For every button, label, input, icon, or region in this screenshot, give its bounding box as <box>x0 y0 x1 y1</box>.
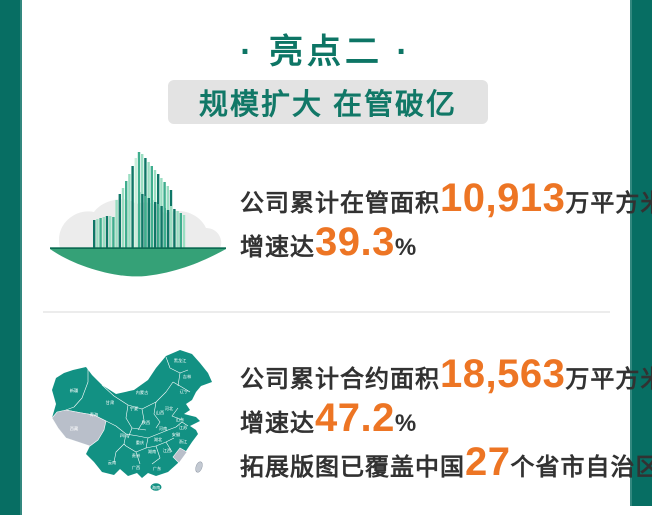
stat-prefix: 增速达 <box>240 234 315 261</box>
stat-line: 增速达 39.3% <box>240 220 652 264</box>
stat-prefix: 公司累计合约面积 <box>240 366 440 393</box>
page-title: · 亮点二 · <box>240 33 412 71</box>
province-label: 山东 <box>176 416 184 423</box>
stat-prefix: 拓展版图已覆盖中国 <box>240 454 465 481</box>
province-label: 吉林 <box>183 373 192 380</box>
province-label: 江西 <box>163 447 171 454</box>
province-label: 黑龙江 <box>174 357 187 364</box>
province-label: 宁夏 <box>130 405 139 411</box>
province-label: 贵州 <box>132 452 140 459</box>
province-label: 河南 <box>159 425 167 431</box>
stat-suffix: % <box>394 410 418 437</box>
province-label: 陕西 <box>142 419 150 426</box>
right-frame-stripe <box>630 0 652 506</box>
section-heading-badge: 规模扩大 在管破亿 <box>168 80 488 124</box>
province-label: 河北 <box>165 405 174 412</box>
stat-value: 39.3 <box>315 220 395 264</box>
province-label: 新疆 <box>70 387 78 394</box>
building-bars-icon <box>50 152 226 277</box>
left-frame-stripe <box>0 0 22 515</box>
province-label: 甘肃 <box>106 399 114 406</box>
stat-value: 47.2 <box>315 396 395 440</box>
stat-prefix: 增速达 <box>240 410 315 437</box>
province-label: 辽宁 <box>180 388 188 395</box>
stat-suffix: 万平方米 <box>565 190 652 217</box>
province-label: 重庆 <box>136 439 145 446</box>
stat-suffix: 万平方米 <box>565 366 652 393</box>
stat-value: 27 <box>465 440 511 484</box>
province-label: 广东 <box>153 465 161 472</box>
stat-suffix: 个省市自治区 <box>510 454 652 481</box>
stat-value: 18,563 <box>440 352 566 396</box>
province-label: 内蒙古 <box>136 389 149 396</box>
badge-label: 规模扩大 在管破亿 <box>198 89 458 121</box>
province-label: 西藏 <box>70 425 79 432</box>
province-label: 山西 <box>156 409 164 416</box>
province-label: 江苏 <box>179 424 187 431</box>
province-label: 浙江 <box>179 438 187 445</box>
province-label: 海南 <box>152 484 160 491</box>
stat-line: 增速达 47.2% <box>240 396 652 440</box>
province-label: 湖北 <box>154 436 163 443</box>
province-label: 湖南 <box>148 448 156 455</box>
province-label: 云南 <box>108 459 116 466</box>
province-label: 青海 <box>90 411 99 418</box>
province-label: 安徽 <box>172 431 181 438</box>
china-map-icon: 新疆 西藏 青海 甘肃 内蒙古 黑龙江 吉林 辽宁 河北 山东 山西 陕西 宁夏… <box>51 350 212 491</box>
province-label: 四川 <box>120 433 128 438</box>
stat-prefix: 公司累计在管面积 <box>240 190 440 217</box>
province-label: 广西 <box>132 464 140 471</box>
stat-suffix: % <box>394 234 418 261</box>
stat-line: 拓展版图已覆盖中国 27 个省市自治区 <box>240 440 652 484</box>
section-divider <box>43 311 610 313</box>
stat-value: 10,913 <box>440 176 566 220</box>
